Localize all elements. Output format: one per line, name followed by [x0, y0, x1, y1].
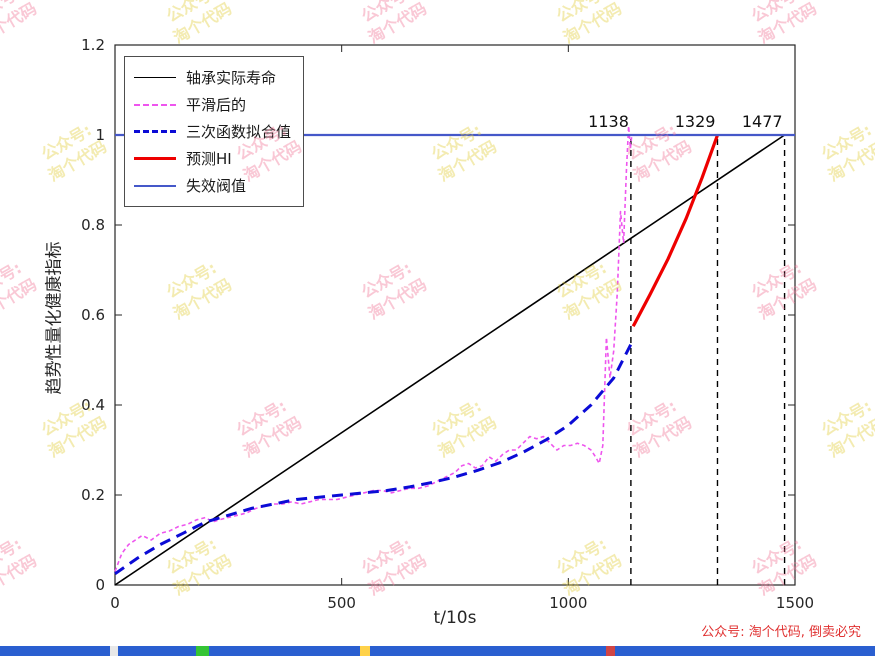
x-tick-label: 1500 — [776, 594, 814, 612]
legend-item-1: 平滑后的 — [134, 91, 291, 118]
legend: 轴承实际寿命 平滑后的三次函数拟合值 预测HI 失效阀值 — [124, 56, 305, 207]
series-line — [114, 134, 786, 586]
y-tick-label: 0.8 — [81, 216, 105, 234]
series-line — [631, 134, 720, 328]
y-tick-label: 0.2 — [81, 486, 105, 504]
y-tick-label: 0 — [95, 576, 105, 594]
legend-item-0: 轴承实际寿命 — [134, 64, 291, 91]
legend-line-sample — [134, 103, 176, 106]
taskbar-icon-sliver[interactable] — [360, 646, 370, 656]
footer-notice: 公众号: 淘个代码, 倒卖必究 — [701, 625, 861, 640]
y-tick-label: 0.6 — [81, 306, 105, 324]
legend-line-sample — [134, 184, 176, 187]
taskbar-strip[interactable] — [0, 646, 875, 656]
legend-line-sample — [134, 157, 176, 160]
legend-line-sample — [134, 77, 176, 78]
marker-label: 1477 — [742, 112, 783, 131]
x-tick-label: 500 — [327, 594, 356, 612]
legend-line-sample — [134, 130, 176, 133]
legend-label: 轴承实际寿命 — [186, 69, 277, 87]
series-line — [114, 125, 633, 572]
legend-label: 失效阀值 — [186, 177, 247, 195]
y-tick-label: 0.4 — [81, 396, 105, 414]
legend-label: 三次函数拟合值 — [186, 123, 292, 141]
series-line — [114, 339, 635, 576]
taskbar-icon-sliver[interactable] — [110, 646, 118, 656]
legend-item-4: 失效阀值 — [134, 172, 291, 199]
legend-label: 平滑后的 — [186, 96, 247, 114]
legend-item-3: 预测HI — [134, 145, 291, 172]
legend-item-2: 三次函数拟合值 — [134, 118, 291, 145]
taskbar-icon-sliver[interactable] — [606, 646, 615, 656]
y-tick-label: 1.2 — [81, 36, 105, 54]
y-tick-label: 1 — [95, 126, 105, 144]
marker-label: 1329 — [675, 112, 716, 131]
x-axis-label: t/10s — [433, 608, 477, 628]
taskbar-icon-sliver[interactable] — [196, 646, 209, 656]
x-tick-label: 0 — [110, 594, 120, 612]
y-axis-label: 趋势性量化健康指标 — [44, 241, 65, 395]
legend-label: 预测HI — [186, 150, 232, 168]
marker-label: 1138 — [588, 112, 629, 131]
x-tick-label: 1000 — [549, 594, 587, 612]
